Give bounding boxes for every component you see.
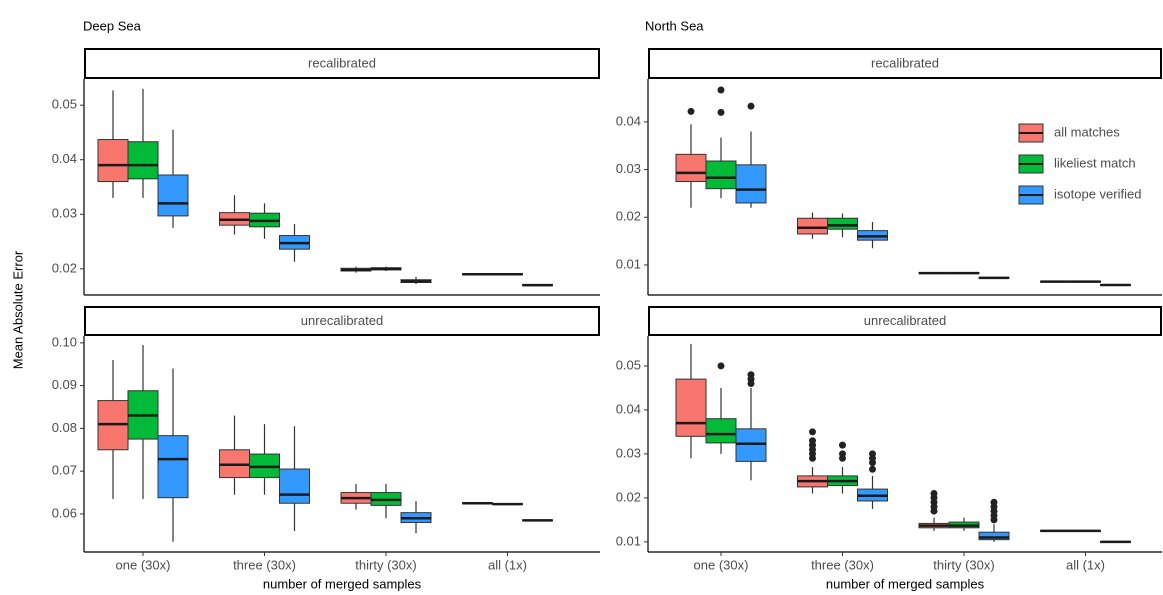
x-tick-label: three (30x) (233, 557, 296, 572)
outlier (839, 450, 846, 458)
box (797, 217, 828, 235)
y-tick-label: 0.05 (616, 357, 641, 372)
x-axis-label: number of merged samples (826, 576, 985, 591)
box (279, 468, 310, 504)
strip-label: unrecalibrated (864, 313, 946, 328)
y-tick-label: 0.05 (52, 97, 77, 112)
y-tick-label: 0.10 (52, 334, 77, 349)
y-tick-label: 0.02 (616, 209, 641, 224)
box (827, 217, 858, 230)
strip-box (84, 306, 600, 336)
outlier (717, 362, 725, 370)
outlier (839, 441, 846, 449)
y-tick-label: 0.06 (52, 505, 77, 520)
strip-box (648, 306, 1162, 336)
y-tick-label: 0.02 (616, 489, 641, 504)
y-tick-label: 0.07 (52, 463, 77, 478)
box (157, 435, 189, 499)
x-tick-label: one (30x) (116, 557, 171, 572)
x-axis-label: number of merged samples (263, 576, 422, 591)
x-tick-label: all (1x) (488, 557, 527, 572)
box (97, 139, 129, 183)
outlier (930, 489, 938, 497)
y-tick-label: 0.04 (616, 401, 641, 416)
box (705, 418, 737, 444)
outlier (717, 86, 725, 94)
y-axis-label: Mean Absolute Error (10, 250, 25, 369)
y-tick-label: 0.04 (52, 151, 77, 166)
legend-label: all matches (1054, 124, 1120, 139)
strip-label: unrecalibrated (301, 313, 383, 328)
box (978, 531, 1010, 541)
outlier (717, 108, 725, 116)
box (735, 428, 767, 462)
y-tick-label: 0.09 (52, 377, 77, 392)
outlier (869, 465, 876, 473)
strip-label: recalibrated (308, 55, 376, 70)
outlier (869, 450, 876, 458)
strip-box (648, 48, 1162, 79)
outlier (747, 102, 755, 110)
y-tick-label: 0.03 (616, 161, 641, 176)
box (127, 141, 159, 180)
outlier (809, 428, 816, 436)
x-tick-label: one (30x) (694, 557, 749, 572)
outlier (990, 498, 998, 506)
outlier (687, 107, 695, 115)
strip-label: recalibrated (871, 55, 939, 70)
x-tick-label: thirty (30x) (933, 557, 994, 572)
x-tick-label: thirty (30x) (355, 557, 416, 572)
box (675, 153, 707, 183)
y-tick-label: 0.02 (52, 260, 77, 275)
outlier (747, 380, 755, 388)
legend-label: likeliest match (1054, 155, 1136, 170)
y-tick-label: 0.04 (616, 113, 641, 128)
box (735, 164, 767, 204)
y-tick-label: 0.03 (52, 206, 77, 221)
y-tick-label: 0.08 (52, 420, 77, 435)
box (705, 160, 737, 190)
y-tick-label: 0.01 (616, 533, 641, 548)
outlier (809, 437, 816, 445)
x-tick-label: all (1x) (1066, 557, 1105, 572)
x-tick-label: three (30x) (811, 557, 874, 572)
strip-box (84, 48, 600, 79)
box (675, 378, 707, 437)
panel-title: North Sea (645, 18, 704, 33)
box (157, 174, 189, 217)
y-tick-label: 0.03 (616, 445, 641, 460)
y-tick-label: 0.01 (616, 256, 641, 271)
panel-title: Deep Sea (83, 18, 142, 33)
legend-label: isotope verified (1054, 186, 1141, 201)
